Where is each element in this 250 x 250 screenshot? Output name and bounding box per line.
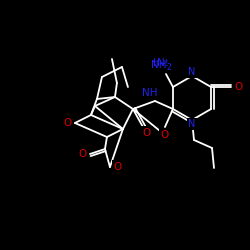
- Text: N: N: [157, 58, 165, 68]
- Text: O: O: [114, 162, 122, 172]
- Text: H: H: [153, 58, 161, 68]
- Text: O: O: [143, 128, 151, 138]
- Text: O: O: [161, 130, 169, 140]
- Text: NH: NH: [151, 60, 167, 70]
- Text: N: N: [188, 119, 196, 129]
- Text: NH: NH: [142, 88, 158, 98]
- Text: 2: 2: [166, 62, 171, 72]
- Text: 2: 2: [162, 58, 168, 68]
- Text: N: N: [188, 67, 196, 77]
- Text: O: O: [234, 82, 242, 92]
- Text: O: O: [64, 118, 72, 128]
- Text: O: O: [79, 149, 87, 159]
